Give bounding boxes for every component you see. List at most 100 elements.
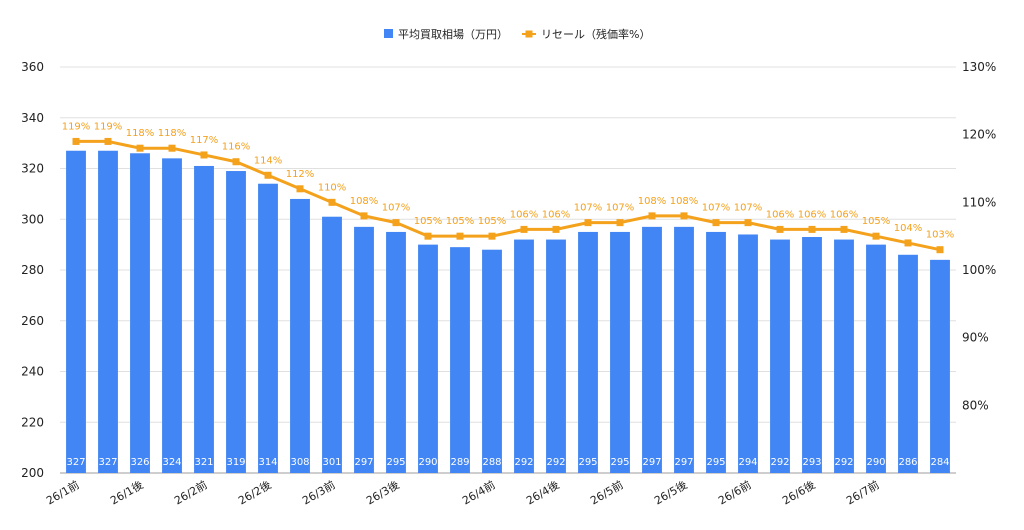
y-left-tick-label: 220 [21,415,44,429]
line-point [72,137,80,145]
line-point [488,232,496,240]
line-point [744,219,752,227]
bar-value-label: 292 [770,457,789,468]
y-left-tick-label: 360 [21,60,44,74]
bar-value-label: 297 [674,457,693,468]
line-value-label: 116% [222,142,251,153]
bar [578,231,598,473]
y-right-tick-label: 100% [962,263,996,277]
bar [482,249,502,473]
bar-value-label: 321 [194,457,213,468]
bar [450,247,470,473]
bar [514,239,534,473]
x-tick-label: 26/3前 [300,477,338,507]
bar [418,244,438,473]
line-value-label: 108% [638,196,667,207]
line-value-label: 110% [318,182,347,193]
x-tick-label: 26/2後 [236,477,274,507]
bar-value-label: 293 [802,457,821,468]
bar [866,244,886,473]
bar-value-label: 295 [386,457,405,468]
y-left-tick-label: 320 [21,162,44,176]
bar [290,198,310,473]
x-tick-label: 26/1後 [108,477,146,507]
line-value-label: 107% [734,203,763,214]
bar [98,150,118,474]
bar-value-label: 308 [290,457,309,468]
bar-value-label: 294 [738,457,757,468]
line-point [328,198,336,206]
line-value-label: 107% [702,203,731,214]
y-left-tick-label: 240 [21,365,44,379]
bar-value-label: 292 [834,457,853,468]
bar-value-label: 327 [66,457,85,468]
y-right-tick-label: 120% [962,128,996,142]
bar-value-label: 290 [866,457,885,468]
line-value-label: 107% [606,203,635,214]
y-left-tick-label: 260 [21,314,44,328]
line-point [168,144,176,152]
legend-line-label: リセール（残価率%） [541,27,650,41]
line-value-label: 105% [478,216,507,227]
bar [386,231,406,473]
line-path [76,139,941,252]
x-tick-label: 26/5前 [588,477,626,507]
line-value-label: 106% [542,209,571,220]
line-point [872,232,880,240]
line-value-label: 106% [798,209,827,220]
x-tick-label: 26/4前 [460,477,498,507]
bar [898,254,918,473]
line-point [808,225,816,233]
bar-value-label: 297 [354,457,373,468]
bar-value-label: 292 [514,457,533,468]
bar-value-label: 295 [578,457,597,468]
x-tick-label: 26/4後 [524,477,562,507]
bar-value-label: 314 [258,457,277,468]
line-value-label: 112% [286,169,315,180]
bar-value-label: 324 [162,457,181,468]
bar-value-label: 295 [706,457,725,468]
y-left-tick-label: 200 [21,466,44,480]
bar-value-label: 319 [226,457,245,468]
line-value-label: 117% [190,135,219,146]
line-point [680,212,688,220]
bar-series: 327 327 326 324 321 319 314 308 301 297 295 290 289 2… [66,150,950,474]
y-right-tick-label: 110% [962,195,996,209]
bar [546,239,566,473]
x-tick-label: 26/6後 [780,477,818,507]
legend-bar-swatch [384,29,393,38]
bar [354,226,374,473]
line-point [360,212,368,220]
x-tick-label: 26/6前 [716,477,754,507]
line-value-label: 106% [510,209,539,220]
bar-value-label: 297 [642,457,661,468]
bar-value-label: 292 [546,457,565,468]
line-point [232,158,240,166]
line-point [776,225,784,233]
line-point [424,232,432,240]
line-value-label: 108% [670,196,699,207]
line-point [200,151,208,159]
line-value-label: 105% [862,216,891,227]
bar [706,231,726,473]
line-point [104,137,112,145]
x-tick-label: 26/5後 [652,477,690,507]
bar-value-label: 288 [482,457,501,468]
line-point [584,219,592,227]
line-value-label: 107% [574,203,603,214]
bar [834,239,854,473]
y-left-tick-label: 280 [21,263,44,277]
line-value-label: 106% [830,209,859,220]
x-tick-label: 26/2前 [172,477,210,507]
y-right-tick-label: 80% [962,398,989,412]
bar [930,259,950,473]
bar [162,158,182,473]
legend-bar-label: 平均買取相場（万円） [398,28,508,41]
bar-value-label: 290 [418,457,437,468]
bar [770,239,790,473]
bar [642,226,662,473]
line-value-label: 104% [894,223,923,234]
bar [322,216,342,473]
line-point [552,225,560,233]
